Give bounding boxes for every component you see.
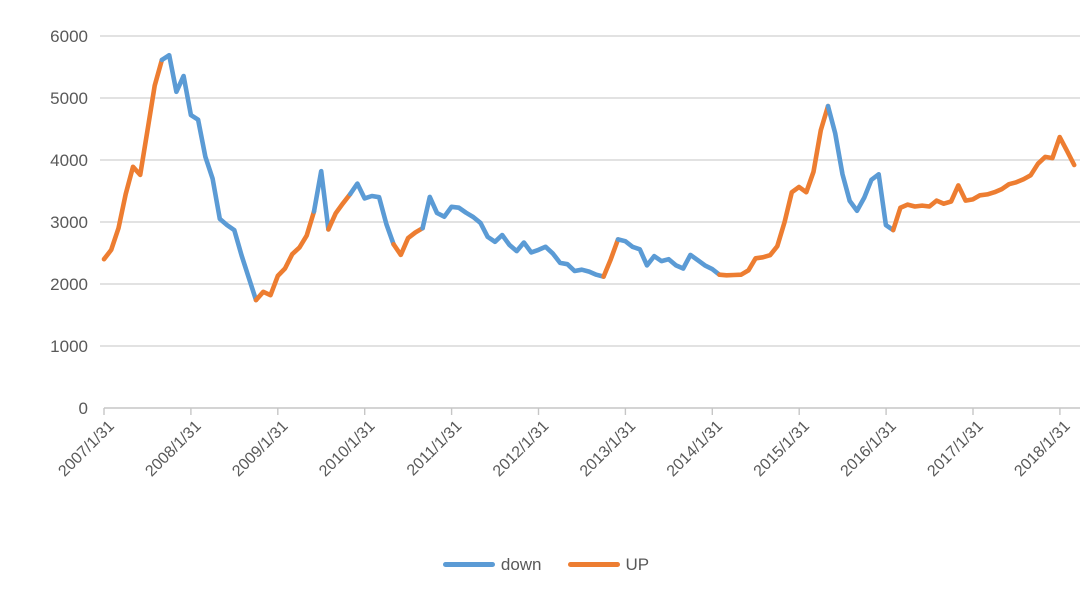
y-axis-tick-label: 3000 — [50, 213, 88, 232]
legend-swatch-up-icon — [567, 562, 620, 567]
series-up-segment — [601, 237, 621, 279]
x-axis-tick-label: 2014/1/31 — [664, 418, 726, 480]
x-axis-tick-label: 2008/1/31 — [142, 418, 204, 480]
chart-plot-area: 0 1000 2000 3000 4000 5000 6000 2007/1/31 2008/1… — [50, 27, 1080, 480]
y-axis-tick-label: 2000 — [50, 275, 88, 294]
x-axis-tick-label: 2018/1/31 — [1011, 418, 1073, 480]
series-down-segment — [615, 237, 722, 278]
series-down-segment — [159, 52, 259, 303]
x-axis-tick-label: 2012/1/31 — [490, 418, 552, 480]
series-down-segment — [825, 103, 896, 233]
series-up-segment — [253, 209, 317, 303]
series-down-segment — [311, 168, 331, 232]
legend-item-up: UP — [567, 555, 650, 574]
x-axis-tick-label: 2009/1/31 — [229, 418, 291, 480]
x-axis-tick-label: 2007/1/31 — [55, 418, 117, 480]
x-axis-tick-label: 2015/1/31 — [751, 418, 813, 480]
y-axis-tick-label: 4000 — [50, 151, 88, 170]
series-down-segment — [347, 181, 396, 247]
x-axis-tick-label: 2010/1/31 — [316, 418, 378, 480]
legend-item-down: down — [442, 555, 542, 574]
legend-label-down: down — [500, 555, 542, 574]
series-up-segment — [890, 134, 1077, 233]
x-axis-tick-label: 2011/1/31 — [404, 418, 466, 480]
series-up-segment — [717, 103, 831, 278]
y-axis-tick-label: 6000 — [50, 27, 88, 46]
series-up-segment — [101, 57, 165, 262]
series-down-segment — [420, 194, 606, 279]
x-axis-tick-label: 2013/1/31 — [577, 418, 639, 480]
legend-swatch-down-icon — [442, 562, 495, 567]
chart-legend: down UP — [0, 556, 1092, 573]
y-axis-tick-label: 1000 — [50, 337, 88, 356]
y-axis-tick-label: 5000 — [50, 89, 88, 108]
x-axis-tick-label: 2016/1/31 — [838, 418, 900, 480]
x-axis-tick-label: 2017/1/31 — [924, 418, 986, 480]
legend-label-up: UP — [625, 555, 650, 574]
series-up-segment — [326, 191, 353, 232]
series-up-segment — [391, 225, 425, 258]
y-axis-tick-label: 0 — [79, 399, 88, 418]
